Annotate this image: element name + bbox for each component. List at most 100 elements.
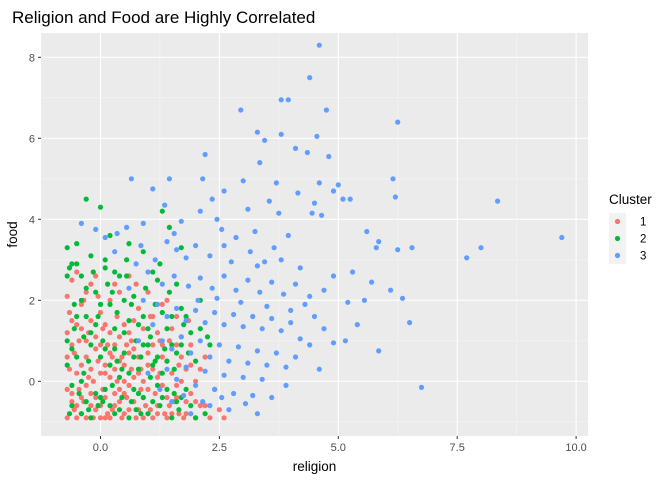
data-point-cluster-1 [100,326,106,332]
data-point-cluster-2 [166,289,172,295]
data-point-cluster-2 [93,322,99,328]
data-point-cluster-2 [178,342,184,348]
data-point-cluster-1 [145,350,151,356]
data-point-cluster-1 [69,342,75,348]
data-point-cluster-3 [323,107,329,113]
data-point-cluster-1 [202,403,208,409]
data-point-cluster-2 [121,350,127,356]
data-point-cluster-3 [226,358,232,364]
data-point-cluster-1 [76,386,82,392]
data-point-cluster-3 [354,322,360,328]
data-point-cluster-1 [159,382,165,388]
data-point-cluster-1 [69,390,75,397]
data-point-cluster-1 [178,354,184,360]
data-point-cluster-1 [86,374,92,380]
data-point-cluster-1 [174,394,180,401]
data-point-cluster-2 [116,407,123,413]
data-point-cluster-3 [174,376,180,382]
data-point-cluster-2 [114,358,120,364]
data-point-cluster-2 [116,374,123,380]
data-point-cluster-3 [183,255,189,261]
data-point-cluster-1 [128,338,134,344]
data-point-cluster-3 [304,149,310,156]
data-point-cluster-3 [259,326,265,332]
data-point-cluster-2 [102,265,108,271]
plot-panel [41,33,588,436]
data-point-cluster-3 [297,336,303,342]
data-point-cluster-1 [74,403,80,409]
data-point-cluster-3 [140,220,146,226]
data-point-cluster-3 [340,196,346,202]
data-point-cluster-2 [76,390,82,397]
data-point-cluster-3 [254,263,260,269]
data-point-cluster-2 [83,313,89,320]
data-point-cluster-2 [116,273,123,279]
data-point-cluster-3 [276,210,282,216]
data-point-cluster-2 [97,301,104,307]
data-point-cluster-1 [64,293,70,299]
data-point-cluster-2 [112,411,118,417]
data-point-cluster-1 [174,382,180,388]
data-point-cluster-1 [112,342,118,348]
data-point-cluster-2 [138,354,144,360]
data-point-cluster-2 [164,386,170,392]
data-point-cluster-1 [126,330,132,336]
data-point-cluster-3 [373,245,379,251]
data-point-cluster-3 [254,129,260,135]
data-point-cluster-1 [221,415,227,421]
data-point-cluster-3 [316,180,322,186]
data-point-cluster-3 [342,338,348,344]
data-point-cluster-3 [178,334,184,340]
data-point-cluster-2 [135,366,142,372]
data-point-cluster-1 [116,334,123,340]
data-point-cluster-3 [174,247,180,253]
data-point-cluster-1 [162,411,168,417]
data-point-cluster-3 [128,176,134,182]
data-point-cluster-1 [116,386,123,392]
data-point-cluster-3 [418,384,425,390]
data-point-cluster-1 [116,289,123,295]
data-point-cluster-2 [69,346,75,352]
data-point-cluster-1 [102,415,108,421]
data-point-cluster-1 [83,338,89,344]
data-point-cluster-2 [147,374,153,380]
data-point-cluster-1 [207,415,213,421]
data-point-cluster-1 [121,362,127,368]
data-point-cluster-2 [64,362,70,368]
legend: Cluster 1 2 3 [609,192,652,264]
data-point-cluster-1 [131,374,137,380]
data-point-cluster-1 [88,403,94,409]
data-point-cluster-1 [145,386,151,392]
data-point-cluster-2 [81,334,87,340]
data-point-cluster-3 [278,257,284,263]
data-point-cluster-3 [269,279,275,285]
data-point-cluster-3 [245,360,251,366]
data-point-cluster-1 [97,309,104,316]
data-point-cluster-1 [124,394,130,401]
legend-label-cluster-2: 2 [640,234,646,246]
data-point-cluster-1 [112,281,118,287]
data-point-cluster-2 [69,261,75,267]
data-point-cluster-3 [245,206,251,212]
data-point-cluster-1 [78,326,84,332]
data-point-cluster-3 [209,285,215,291]
data-point-cluster-3 [278,131,284,137]
major-gridlines [41,33,588,436]
data-point-cluster-1 [159,342,165,348]
data-point-cluster-2 [183,386,189,392]
data-point-cluster-2 [66,265,73,271]
data-point-cluster-2 [171,390,177,397]
data-point-cluster-2 [150,362,156,368]
data-point-cluster-2 [109,289,115,295]
data-point-cluster-1 [143,403,149,409]
data-point-cluster-3 [288,307,294,313]
data-point-cluster-3 [395,247,401,253]
data-point-cluster-2 [162,346,168,352]
data-point-cluster-1 [145,289,151,295]
data-point-cluster-1 [102,362,108,368]
data-point-cluster-1 [133,415,139,421]
data-point-cluster-3 [292,281,299,287]
y-tick-label: 6 [29,133,35,145]
data-point-cluster-2 [90,269,96,275]
data-point-cluster-3 [202,320,208,326]
